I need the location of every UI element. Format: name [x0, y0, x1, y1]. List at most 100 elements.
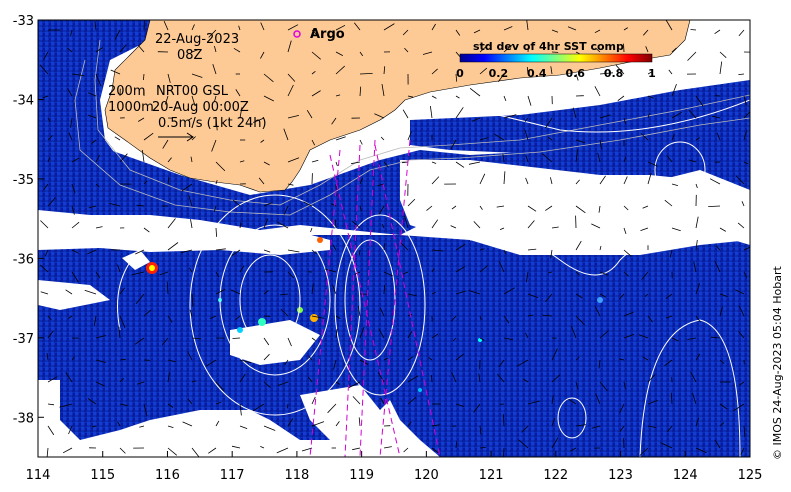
vector-scale-arrow	[158, 132, 194, 142]
velocity-arrow	[119, 153, 128, 163]
velocity-arrow	[551, 395, 554, 405]
velocity-arrow	[71, 73, 85, 76]
velocity-arrow	[117, 421, 121, 427]
velocity-arrow	[479, 137, 489, 141]
velocity-arrow	[180, 249, 193, 254]
lon-tick-label: 119	[349, 468, 374, 483]
velocity-arrow	[623, 271, 629, 277]
velocity-arrow	[455, 95, 460, 99]
velocity-arrow	[277, 381, 289, 386]
velocity-arrow	[687, 337, 697, 340]
velocity-arrow	[308, 356, 313, 361]
velocity-arrow	[503, 26, 513, 31]
velocity-arrow	[690, 371, 697, 383]
velocity-arrow	[642, 356, 649, 361]
velocity-arrow	[187, 351, 193, 361]
velocity-arrow	[380, 397, 385, 405]
velocity-arrow	[215, 271, 220, 278]
velocity-arrow	[518, 439, 529, 449]
velocity-arrow	[503, 171, 506, 185]
velocity-arrow	[119, 315, 126, 328]
velocity-arrow	[134, 337, 145, 345]
velocity-arrow	[664, 199, 673, 207]
velocity-arrow	[87, 249, 97, 255]
velocity-arrow	[335, 328, 338, 339]
velocity-arrow	[71, 249, 79, 254]
velocity-arrow	[455, 243, 466, 251]
velocity-arrow	[473, 221, 481, 229]
velocity-arrow	[91, 425, 97, 428]
velocity-arrow	[114, 29, 121, 40]
product-time-label: 20-Aug 00:00Z	[152, 100, 249, 115]
velocity-arrow	[499, 227, 505, 230]
velocity-arrow	[503, 315, 510, 324]
velocity-arrow	[62, 447, 73, 454]
lon-tick-label: 120	[414, 468, 439, 483]
velocity-arrow	[163, 20, 169, 31]
velocity-arrow	[71, 157, 80, 163]
velocity-arrow	[547, 136, 553, 141]
velocity-arrow	[599, 330, 609, 339]
velocity-arrow	[260, 139, 265, 143]
velocity-arrow	[571, 325, 577, 339]
velocity-arrow	[527, 220, 535, 229]
isobaths	[74, 39, 750, 216]
velocity-arrow	[381, 223, 385, 229]
velocity-arrow	[383, 161, 389, 168]
velocity-arrow	[525, 154, 529, 163]
velocity-arrow	[527, 400, 540, 405]
velocity-arrow	[671, 337, 679, 342]
velocity-arrow	[719, 403, 728, 410]
velocity-arrow	[695, 283, 700, 295]
velocity-arrow	[403, 271, 409, 275]
velocity-arrow	[575, 179, 580, 185]
colorbar-tick-label: 1	[648, 67, 656, 80]
velocity-arrow	[693, 261, 697, 273]
velocity-arrow	[455, 353, 464, 361]
velocity-arrow	[551, 226, 559, 229]
velocity-arrow	[469, 87, 481, 97]
velocity-arrow	[478, 373, 481, 383]
velocity-arrow	[88, 205, 97, 209]
velocity-arrow	[263, 202, 273, 207]
velocity-arrow	[331, 117, 337, 125]
lon-tick-label: 123	[608, 468, 633, 483]
velocity-arrow	[719, 51, 727, 58]
velocity-arrow	[181, 183, 193, 192]
velocity-arrow	[599, 114, 611, 119]
land-australia	[104, 20, 691, 193]
velocity-arrow	[335, 315, 341, 319]
velocity-arrow	[287, 24, 299, 31]
velocity-arrow	[383, 446, 392, 449]
velocity-arrow	[688, 159, 697, 163]
product-label: NRT00 GSL	[156, 84, 229, 99]
velocity-arrow	[378, 205, 385, 215]
velocity-arrow	[708, 205, 721, 207]
velocity-arrow	[239, 265, 245, 273]
velocity-arrow	[401, 161, 409, 164]
velocity-arrow	[211, 139, 217, 152]
velocity-arrow	[43, 51, 49, 60]
velocity-arrow	[479, 425, 482, 435]
velocity-arrow	[263, 73, 274, 83]
velocity-arrow	[47, 197, 56, 207]
velocity-arrow	[187, 398, 193, 405]
velocity-arrow	[719, 359, 725, 364]
velocity-arrow	[119, 44, 127, 53]
velocity-arrow	[383, 66, 386, 75]
velocity-arrow	[239, 107, 243, 119]
velocity-arrow	[119, 358, 126, 361]
velocity-arrow	[287, 271, 294, 279]
velocity-arrow	[479, 265, 488, 273]
velocity-arrow	[743, 111, 750, 119]
velocity-arrow	[143, 132, 154, 141]
velocity-arrow	[239, 359, 252, 364]
velocity-arrow	[403, 447, 409, 453]
velocity-arrow	[719, 306, 723, 317]
velocity-arrow	[455, 403, 465, 407]
velocity-arrow	[591, 425, 601, 429]
velocity-arrow	[402, 109, 409, 119]
velocity-arrow	[39, 64, 49, 75]
lon-tick-label: 122	[543, 468, 568, 483]
velocity-arrow	[67, 47, 73, 53]
